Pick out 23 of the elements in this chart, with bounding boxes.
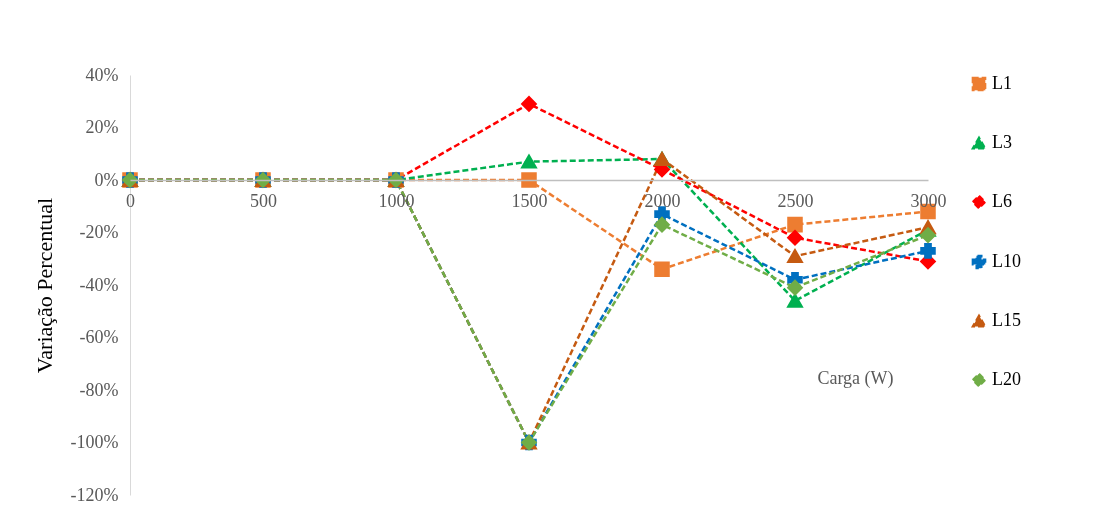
y-tick-label: 40%	[85, 64, 119, 85]
y-tick-label: -40%	[79, 274, 119, 295]
legend-label: L15	[992, 310, 1021, 330]
y-axis-title: Variação Percentual	[31, 197, 57, 374]
x-axis-title: Carga (W)	[817, 367, 894, 389]
x-tick-label: 0	[126, 190, 135, 211]
y-tick-label: 20%	[85, 117, 119, 137]
x-tick-label: 3000	[910, 190, 947, 211]
x-tick-label: 500	[250, 190, 277, 211]
y-tick-label: -80%	[79, 379, 119, 400]
legend-label: L20	[992, 369, 1021, 389]
legend-label: L10	[992, 251, 1021, 271]
y-tick-label: -100%	[70, 432, 119, 452]
y-tick-label: -120%	[70, 484, 119, 505]
y-tick-label: 0%	[94, 169, 119, 190]
legend-label: L3	[992, 132, 1012, 152]
legend-label: L6	[992, 191, 1012, 211]
x-tick-label: 2500	[777, 190, 814, 211]
y-tick-label: -60%	[79, 327, 119, 347]
legend-label: L1	[992, 73, 1012, 93]
x-tick-label: 2000	[644, 190, 681, 211]
y-tick-label: -20%	[79, 222, 119, 242]
x-tick-label: 1500	[511, 190, 548, 211]
